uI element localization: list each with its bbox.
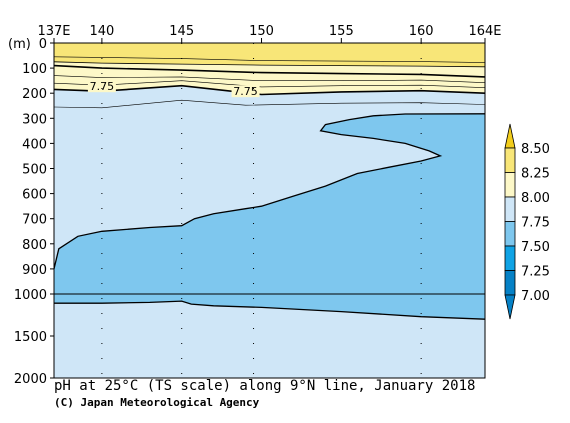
x-tick-label-0: 137E xyxy=(37,24,70,39)
y-tick-label-5: 500 xyxy=(22,163,47,178)
colorbar-label-2: 8.00 xyxy=(521,191,550,206)
contour-8-00 xyxy=(53,64,486,78)
colorbar-label-5: 7.25 xyxy=(521,265,550,280)
colorbar: 8.50 8.25 8.00 7.75 7.50 7.25 7.00 xyxy=(504,123,550,320)
contour-thin-0 xyxy=(53,56,486,63)
contour-thin-3 xyxy=(53,99,486,109)
colorbar-label-0: 8.50 xyxy=(521,142,550,157)
y-tick-label-7: 700 xyxy=(22,213,47,228)
y-unit-label: (m) xyxy=(8,37,31,52)
colorbar-label-4: 7.50 xyxy=(521,240,550,255)
x-tick-label-6: 164E xyxy=(468,24,501,39)
contour-label-1: 7.75 xyxy=(233,85,258,98)
x-tick-label-2: 145 xyxy=(169,24,194,39)
band-8-00-lower-fill xyxy=(54,65,485,95)
y-tick-label-4: 400 xyxy=(22,137,47,152)
y-tick-label-3: 300 xyxy=(22,112,47,127)
y-tick-lower-label-2: 2000 xyxy=(14,372,47,387)
contour-8-25 xyxy=(53,61,486,68)
y-tick-label-9: 900 xyxy=(22,263,47,278)
contour-7-50-lower xyxy=(54,300,486,320)
contour-label-bg-1 xyxy=(231,85,260,98)
colorbar-label-1: 8.25 xyxy=(521,167,550,182)
x-tick-label-3: 150 xyxy=(249,24,274,39)
chart-credit: (C) Japan Meteorological Agency xyxy=(54,396,260,409)
y-tick-label-8: 800 xyxy=(22,238,47,253)
colorbar-segment-4 xyxy=(504,245,516,271)
y-tick-label-1: 100 xyxy=(22,62,47,77)
band-8-00-fill xyxy=(54,61,485,77)
colorbar-bottom-triangle xyxy=(504,294,516,320)
colorbar-segment-3 xyxy=(504,221,516,247)
band-8-25-fill xyxy=(54,43,485,67)
colorbar-top-triangle xyxy=(504,123,516,149)
contour-7-50-upper xyxy=(53,113,486,270)
y-tick-label-2: 200 xyxy=(22,87,47,102)
colorbar-segment-5 xyxy=(504,270,516,296)
y-tick-lower-label-0: 1000 xyxy=(14,288,47,303)
y-tick-label-6: 600 xyxy=(22,188,47,203)
y-tick-label-0: 0 xyxy=(39,37,47,52)
colorbar-segment-0 xyxy=(504,147,516,173)
x-tick-label-4: 155 xyxy=(329,24,354,39)
plot-area: 7.75 7.75 xyxy=(53,43,486,378)
y-tick-lower-label-1: 1500 xyxy=(14,330,47,345)
colorbar-label-3: 7.75 xyxy=(521,216,550,231)
contour-label-0: 7.75 xyxy=(90,80,115,93)
chart-title: pH at 25°C (TS scale) along 9°N line, Ja… xyxy=(54,378,476,394)
colorbar-label-6: 7.00 xyxy=(521,289,550,304)
colorbar-segment-1 xyxy=(504,172,516,198)
plot-frame xyxy=(53,42,486,379)
x-tick-label-1: 140 xyxy=(89,24,114,39)
colorbar-segment-2 xyxy=(504,196,516,222)
contour-label-bg-0 xyxy=(87,80,116,93)
contour-thin-1 xyxy=(53,75,486,83)
band-7-50-lower-fill xyxy=(54,294,485,320)
axes: 137E 140 145 150 155 160 164E (m) 0 100 200 300 400 5… xyxy=(8,24,502,387)
x-tick-label-5: 160 xyxy=(409,24,434,39)
